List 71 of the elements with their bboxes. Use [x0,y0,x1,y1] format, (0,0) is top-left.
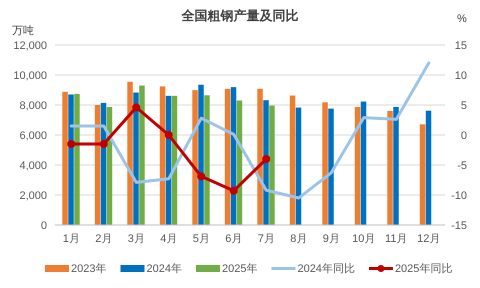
point [132,103,140,112]
legend-label: 2025年 [222,263,258,275]
bar [204,95,210,225]
x-tick-label: 6月 [225,233,242,245]
bar [354,106,360,225]
bar [133,92,139,225]
x-tick-label: 12月 [417,233,440,245]
y-axis-title: 万吨 [12,24,34,37]
bar [393,106,399,225]
y2-tick-label: 10 [454,70,467,82]
bar [328,108,334,225]
bar [192,90,198,225]
bar [296,108,302,225]
x-tick-label: 4月 [160,233,178,245]
bar [62,92,68,225]
legend-label: 2024年 [146,263,182,275]
bar [360,102,366,225]
bar [106,106,112,225]
bar [263,100,269,225]
bar [224,88,230,225]
legend-label: 2024年同比 [297,262,355,275]
bar [166,96,172,225]
bar [426,110,432,225]
bar [139,86,145,225]
bar [387,111,393,225]
bar [290,96,296,225]
legend-label: 2023年 [71,263,106,275]
y-tick-label: 0 [40,220,47,232]
bar [198,84,204,225]
point [197,172,206,180]
y-tick-label: 2,000 [19,190,47,202]
y-tick-label: 12,000 [13,40,47,52]
point [230,186,238,195]
x-tick-label: 11月 [385,233,408,245]
x-tick-label: 9月 [322,233,340,245]
x-tick-label: 7月 [258,233,275,245]
y2-tick-label: -10 [451,190,467,202]
bar [68,94,74,225]
bar [269,106,275,225]
y2-tick-label: 5 [460,100,467,112]
point [164,131,173,139]
x-tick-label: 3月 [128,233,145,245]
legend-label: 2025年同比 [394,262,452,275]
bar [172,96,178,225]
y2-tick-label: -5 [457,160,467,172]
bar [230,87,236,225]
chart-title: 全国粗钢产量及同比 [180,8,298,23]
bar [74,94,80,225]
bar [420,124,426,225]
y2-tick-label: 15 [454,40,467,52]
y2-tick-label: 0 [460,130,467,142]
bar [94,105,100,225]
x-tick-label: 2月 [95,233,112,245]
y-tick-label: 10,000 [13,70,47,82]
x-tick-label: 8月 [290,233,308,245]
bar [236,100,242,225]
point [262,155,270,163]
point [100,140,108,148]
y-tick-label: 4,000 [19,160,47,172]
x-tick-label: 5月 [192,233,210,245]
y2-axis-title: % [457,13,467,25]
bar [322,102,328,225]
y-tick-label: 8,000 [19,100,47,112]
y2-tick-label: -15 [451,220,467,232]
y-tick-label: 6,000 [19,130,47,142]
bar [257,88,263,225]
bar [160,86,166,225]
x-tick-label: 10月 [352,233,376,245]
x-tick-label: 1月 [62,233,80,245]
bar [127,82,133,225]
point [67,140,76,148]
